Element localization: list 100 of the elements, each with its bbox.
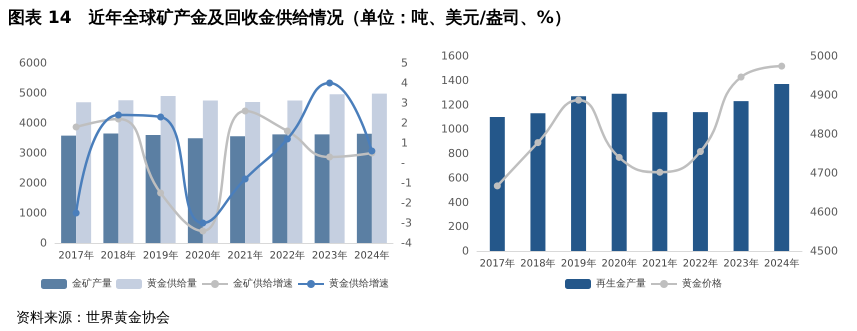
bar [652,112,668,251]
legend-label: 再生金产量 [596,278,646,290]
x-tick-label: 2019年 [560,258,596,270]
x-tick-label: 2021年 [642,258,678,270]
y-tick-label: 1000 [19,206,47,220]
y-tick-label: 800 [448,147,469,160]
y2-tick-label: -2 [401,196,412,210]
legend-label: 金矿产量 [72,278,112,290]
point [778,62,786,70]
legend-label: 黄金供给量 [147,278,197,290]
x-tick-label: 2018年 [100,250,136,262]
bar [734,101,749,251]
x-tick-label: 2017年 [58,250,94,262]
point [242,176,249,182]
x-tick-label: 2024年 [764,258,800,270]
y2-tick-label: -4 [401,236,412,250]
x-tick-label: 2024年 [354,250,390,262]
y2-tick-label: 1 [401,136,408,150]
point [494,182,501,190]
bar [571,96,586,251]
bar [188,138,203,243]
y2-tick-label: 3 [401,96,408,110]
y-tick-label: 6000 [19,56,47,70]
y-tick-label: 2000 [19,176,47,190]
y2-tick-label: 4700 [810,166,838,180]
y2-tick-label: 4900 [810,88,838,102]
point [738,74,745,81]
y2-tick-label: 2 [401,116,408,130]
point [326,80,334,86]
y-tick-label: 600 [448,171,469,184]
point [696,148,704,156]
point [616,154,623,161]
bar [230,136,246,243]
bar [330,94,345,243]
point [72,210,80,216]
legend-label: 金矿供给增速 [233,278,293,290]
x-tick-label: 2023年 [723,258,759,270]
legend-label: 黄金供给增速 [329,278,389,290]
x-tick-label: 2020年 [601,258,637,270]
y2-tick-label: 4 [401,76,408,90]
y-tick-label: 200 [448,220,469,234]
x-tick-label: 2022年 [682,258,718,270]
point [242,108,249,114]
bar [287,100,302,243]
y2-tick-label: -1 [401,176,412,190]
bar [272,134,288,243]
bar [774,84,790,251]
y-tick-label: 400 [448,196,469,209]
y-tick-label: 1200 [441,98,469,112]
point [199,220,206,226]
y-tick-label: 3000 [19,146,47,160]
y-tick-label: 5000 [19,86,47,100]
point [157,114,164,120]
x-tick-label: 2022年 [270,250,306,262]
x-tick-label: 2017年 [480,258,516,270]
y-tick-label: 1400 [441,74,469,87]
bar [160,96,176,243]
bar [692,112,708,251]
bar [103,134,118,243]
text: 资料来源：世界黄金协会 [16,309,170,327]
point [157,190,164,196]
y2-tick-label: - [401,156,405,170]
bar [61,136,76,243]
chart-title: 图表 14 近年全球矿产金及回收金供给情况（单位：吨、美元/盎司、%） [8,7,571,29]
y-tick-label: 0 [40,236,47,250]
y-tick-label: 0 [462,244,469,258]
point [534,139,542,146]
point [575,96,582,104]
x-tick-label: 2019年 [142,250,178,262]
point [284,136,291,142]
point [199,228,206,234]
x-tick-label: 2020年 [185,250,221,262]
point [656,168,664,176]
y2-tick-label: 4600 [810,206,838,218]
y2-tick-label: 5000 [810,50,838,62]
bar [490,116,505,251]
bar [612,94,627,251]
y-tick-label: 1600 [441,50,469,62]
y2-tick-label: 5 [401,56,408,70]
point [114,112,122,118]
bar [530,113,546,251]
y2-tick-label: -3 [401,216,412,230]
bar [146,135,161,243]
y2-tick-label: 4800 [810,128,838,140]
bar [372,94,387,243]
point [284,128,291,134]
bar [356,134,372,243]
bar [202,100,218,243]
x-tick-label: 2023年 [312,250,348,262]
bar [314,134,330,243]
point [72,124,80,130]
bar [245,102,260,243]
x-tick-label: 2021年 [227,250,263,262]
legend-label: 黄金价格 [682,278,722,290]
x-tick-label: 2018年 [520,258,556,270]
y-tick-label: 4000 [19,116,47,130]
point [326,154,334,160]
y2-tick-label: 4500 [810,244,838,258]
y-tick-label: 1000 [441,122,469,136]
bar [118,100,134,243]
